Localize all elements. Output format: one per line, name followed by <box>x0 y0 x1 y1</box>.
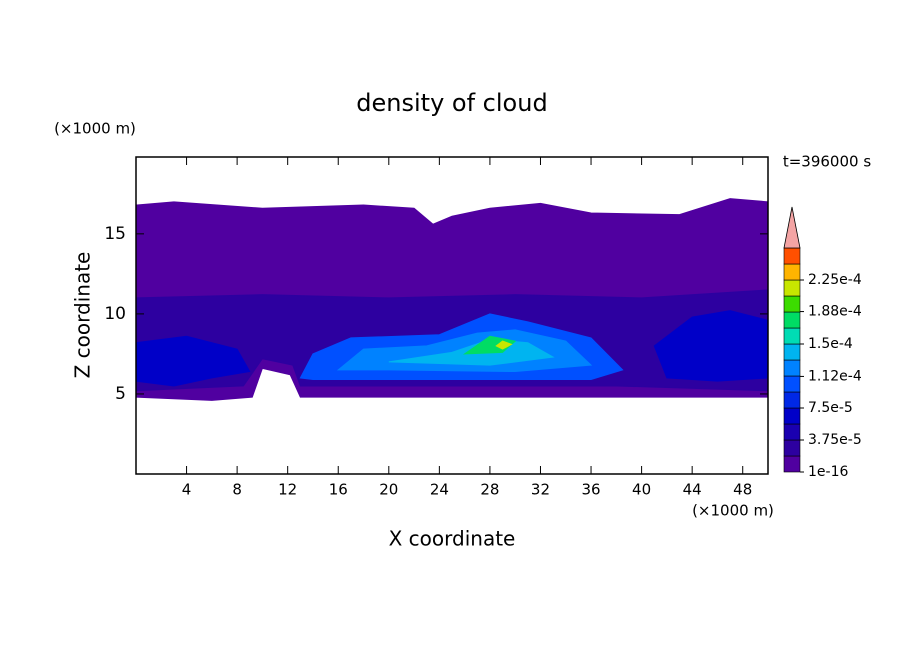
colorbar-tick-label: 7.5e-5 <box>808 400 853 416</box>
x-tick-label: 4 <box>182 481 192 499</box>
y-tick-label: 10 <box>104 304 126 324</box>
colorbar-box <box>783 327 801 345</box>
x-tick-label: 12 <box>278 481 297 499</box>
colorbar-tick-label: 2.25e-4 <box>808 272 862 288</box>
x-tick-label: 8 <box>232 481 242 499</box>
time-annotation: t=396000 s <box>783 153 871 171</box>
y-unit: (×1000 m) <box>54 120 136 138</box>
colorbar-box <box>783 359 801 377</box>
y-tick-label: 15 <box>104 224 126 244</box>
y-axis-label: Z coordinate <box>71 252 95 379</box>
colorbar-box <box>783 423 801 441</box>
colorbar-box <box>783 311 801 329</box>
x-tick-label: 20 <box>379 481 398 499</box>
colorbar-tick-label: 1.5e-4 <box>808 336 853 352</box>
x-tick-label: 44 <box>683 481 702 499</box>
x-tick-label: 28 <box>480 481 499 499</box>
colorbar-tick-label: 1.88e-4 <box>808 304 862 320</box>
contour-region <box>653 310 769 382</box>
colorbar-tick-label: 3.75e-5 <box>808 432 862 448</box>
colorbar-extension <box>783 206 801 249</box>
colorbar-box <box>783 375 801 393</box>
x-unit: (×1000 m) <box>692 502 774 520</box>
colorbar-box <box>783 439 801 457</box>
colorbar-box <box>783 247 801 265</box>
chart-title: density of cloud <box>356 89 547 117</box>
colorbar-box <box>783 343 801 361</box>
y-tick-label: 5 <box>115 384 126 404</box>
colorbar-box <box>783 295 801 313</box>
colorbar-box <box>783 455 801 473</box>
x-tick-label: 40 <box>632 481 651 499</box>
colorbar-tick-label: 1e-16 <box>808 464 848 480</box>
contour-region <box>495 340 513 350</box>
x-tick-label: 48 <box>733 481 752 499</box>
colorbar-tick-label: 1.12e-4 <box>808 368 862 384</box>
plot-frame <box>135 156 769 475</box>
colorbar-box <box>783 263 801 281</box>
x-tick-label: 36 <box>581 481 600 499</box>
x-tick-label: 24 <box>430 481 449 499</box>
contour-region <box>135 335 251 387</box>
x-axis-label: X coordinate <box>389 527 516 551</box>
colorbar-box <box>783 279 801 297</box>
colorbar-box <box>783 391 801 409</box>
x-tick-label: 16 <box>329 481 348 499</box>
colorbar-box <box>783 407 801 425</box>
x-tick-label: 32 <box>531 481 550 499</box>
